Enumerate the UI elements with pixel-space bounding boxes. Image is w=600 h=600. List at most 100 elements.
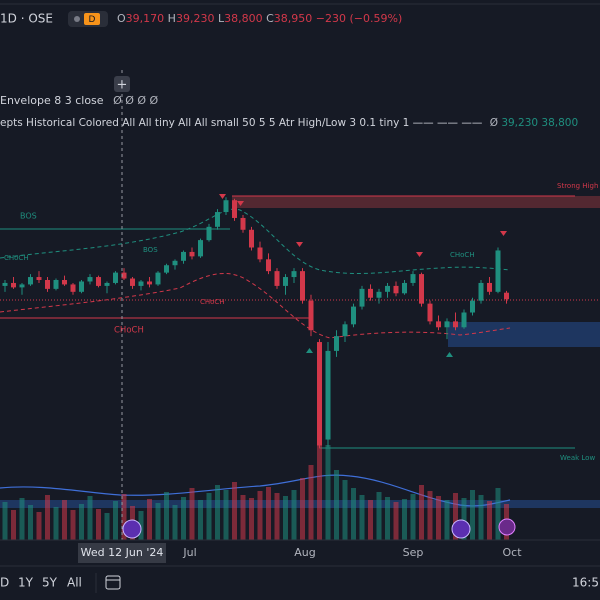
candle-body (249, 229, 254, 248)
envelope-upper (0, 208, 511, 274)
candle-body (189, 251, 195, 257)
volume-bar (36, 512, 42, 540)
candle-body (53, 280, 59, 289)
volume-bar (215, 485, 220, 540)
event-icon[interactable] (451, 519, 471, 539)
badge-d: D (89, 15, 96, 25)
candle-body (436, 321, 441, 328)
candle-body (376, 291, 382, 298)
candle-body (393, 285, 399, 294)
volume-bar (79, 504, 84, 540)
range-button[interactable]: 5Y (42, 576, 58, 590)
candle-body (419, 274, 424, 304)
volume-bar (478, 495, 484, 540)
candle-body (79, 281, 84, 292)
volume-bar (444, 500, 450, 540)
candle-body (470, 300, 475, 313)
volume-bar (308, 465, 314, 540)
swing-high-marker (416, 252, 423, 257)
volume-bar (266, 487, 271, 540)
crosshair-add-button[interactable] (114, 76, 130, 92)
candle-body (274, 271, 280, 286)
range-button[interactable]: 1Y (18, 576, 34, 590)
volume-bar (453, 493, 458, 540)
candle-body (495, 250, 501, 292)
candle-body (198, 240, 203, 257)
candle-body (283, 277, 288, 286)
candle-body (121, 272, 127, 279)
calendar-icon[interactable] (105, 575, 121, 590)
candle-body (266, 259, 271, 272)
candle-body (62, 280, 67, 285)
volume-bar (121, 494, 127, 540)
volume-bar (164, 492, 169, 540)
volume-bar (62, 500, 67, 540)
candle-body (36, 277, 42, 280)
change: −230 (−0.59%) (316, 12, 402, 25)
choch-label: CHoCH (114, 326, 144, 336)
plot (2, 197, 509, 540)
candle-body (2, 282, 8, 286)
candle-body (104, 282, 110, 286)
volume-bar (427, 491, 433, 540)
volume-bar (385, 497, 390, 540)
candle-body (385, 285, 390, 292)
candle-body (164, 265, 169, 273)
volume-bar (291, 490, 297, 540)
envelope-legend: Envelope 8 3 close Ø Ø Ø Ø (0, 94, 159, 107)
status-dot (74, 16, 80, 22)
candle-body (232, 200, 237, 218)
bos-label: BOS (143, 246, 158, 254)
candle-body (96, 277, 101, 286)
candle-body (223, 200, 229, 213)
volume-bar (189, 488, 195, 540)
volume-bar (223, 490, 229, 540)
volume-bar (300, 478, 305, 540)
candle-body (181, 251, 186, 261)
month-label: Sep (403, 546, 424, 559)
strong-high-label: Strong High (557, 182, 598, 190)
volume-bar (172, 505, 178, 540)
volume-bar (283, 496, 288, 540)
swing-low-marker (446, 352, 453, 357)
volume-bar (436, 496, 441, 540)
candle-body (155, 272, 161, 285)
volume-bar (206, 493, 212, 540)
volume-bar (376, 492, 382, 540)
candle-body (11, 282, 16, 288)
volume-bar (96, 509, 101, 540)
candle-body (410, 274, 416, 283)
candle-body (351, 306, 356, 325)
volume-bar (19, 498, 25, 540)
h-label: H (168, 12, 176, 25)
candle-body (172, 260, 178, 266)
volume-bar (351, 488, 356, 540)
candle-body (427, 303, 433, 322)
choch-label: CHoCH (200, 298, 225, 306)
candle-body (19, 284, 25, 288)
swing-markers (306, 348, 453, 357)
candle-body (308, 300, 314, 331)
candle-body (113, 272, 118, 283)
volume-bar (87, 496, 93, 540)
month-label: Aug (294, 546, 315, 559)
candle-body (334, 336, 339, 351)
volume-bar (11, 510, 16, 540)
strong-high-zone (232, 196, 600, 208)
volume-bar (274, 493, 280, 540)
crosshair-date-box (78, 543, 166, 563)
candle-body (240, 217, 246, 230)
candle-body (368, 288, 373, 298)
volume-bar (393, 502, 399, 540)
envelope-values: Ø Ø Ø Ø (113, 94, 158, 107)
volume-bar (359, 495, 365, 540)
month-label: Jul (182, 546, 196, 559)
symbol: 1D · OSE (0, 12, 53, 26)
choch-label: CHoCH (450, 251, 475, 259)
volume-bar (325, 445, 331, 540)
range-button[interactable]: D (0, 576, 9, 590)
candle-body (147, 281, 152, 285)
range-button[interactable]: All (67, 576, 82, 590)
event-icon[interactable] (498, 518, 516, 536)
event-icon[interactable] (122, 519, 142, 539)
